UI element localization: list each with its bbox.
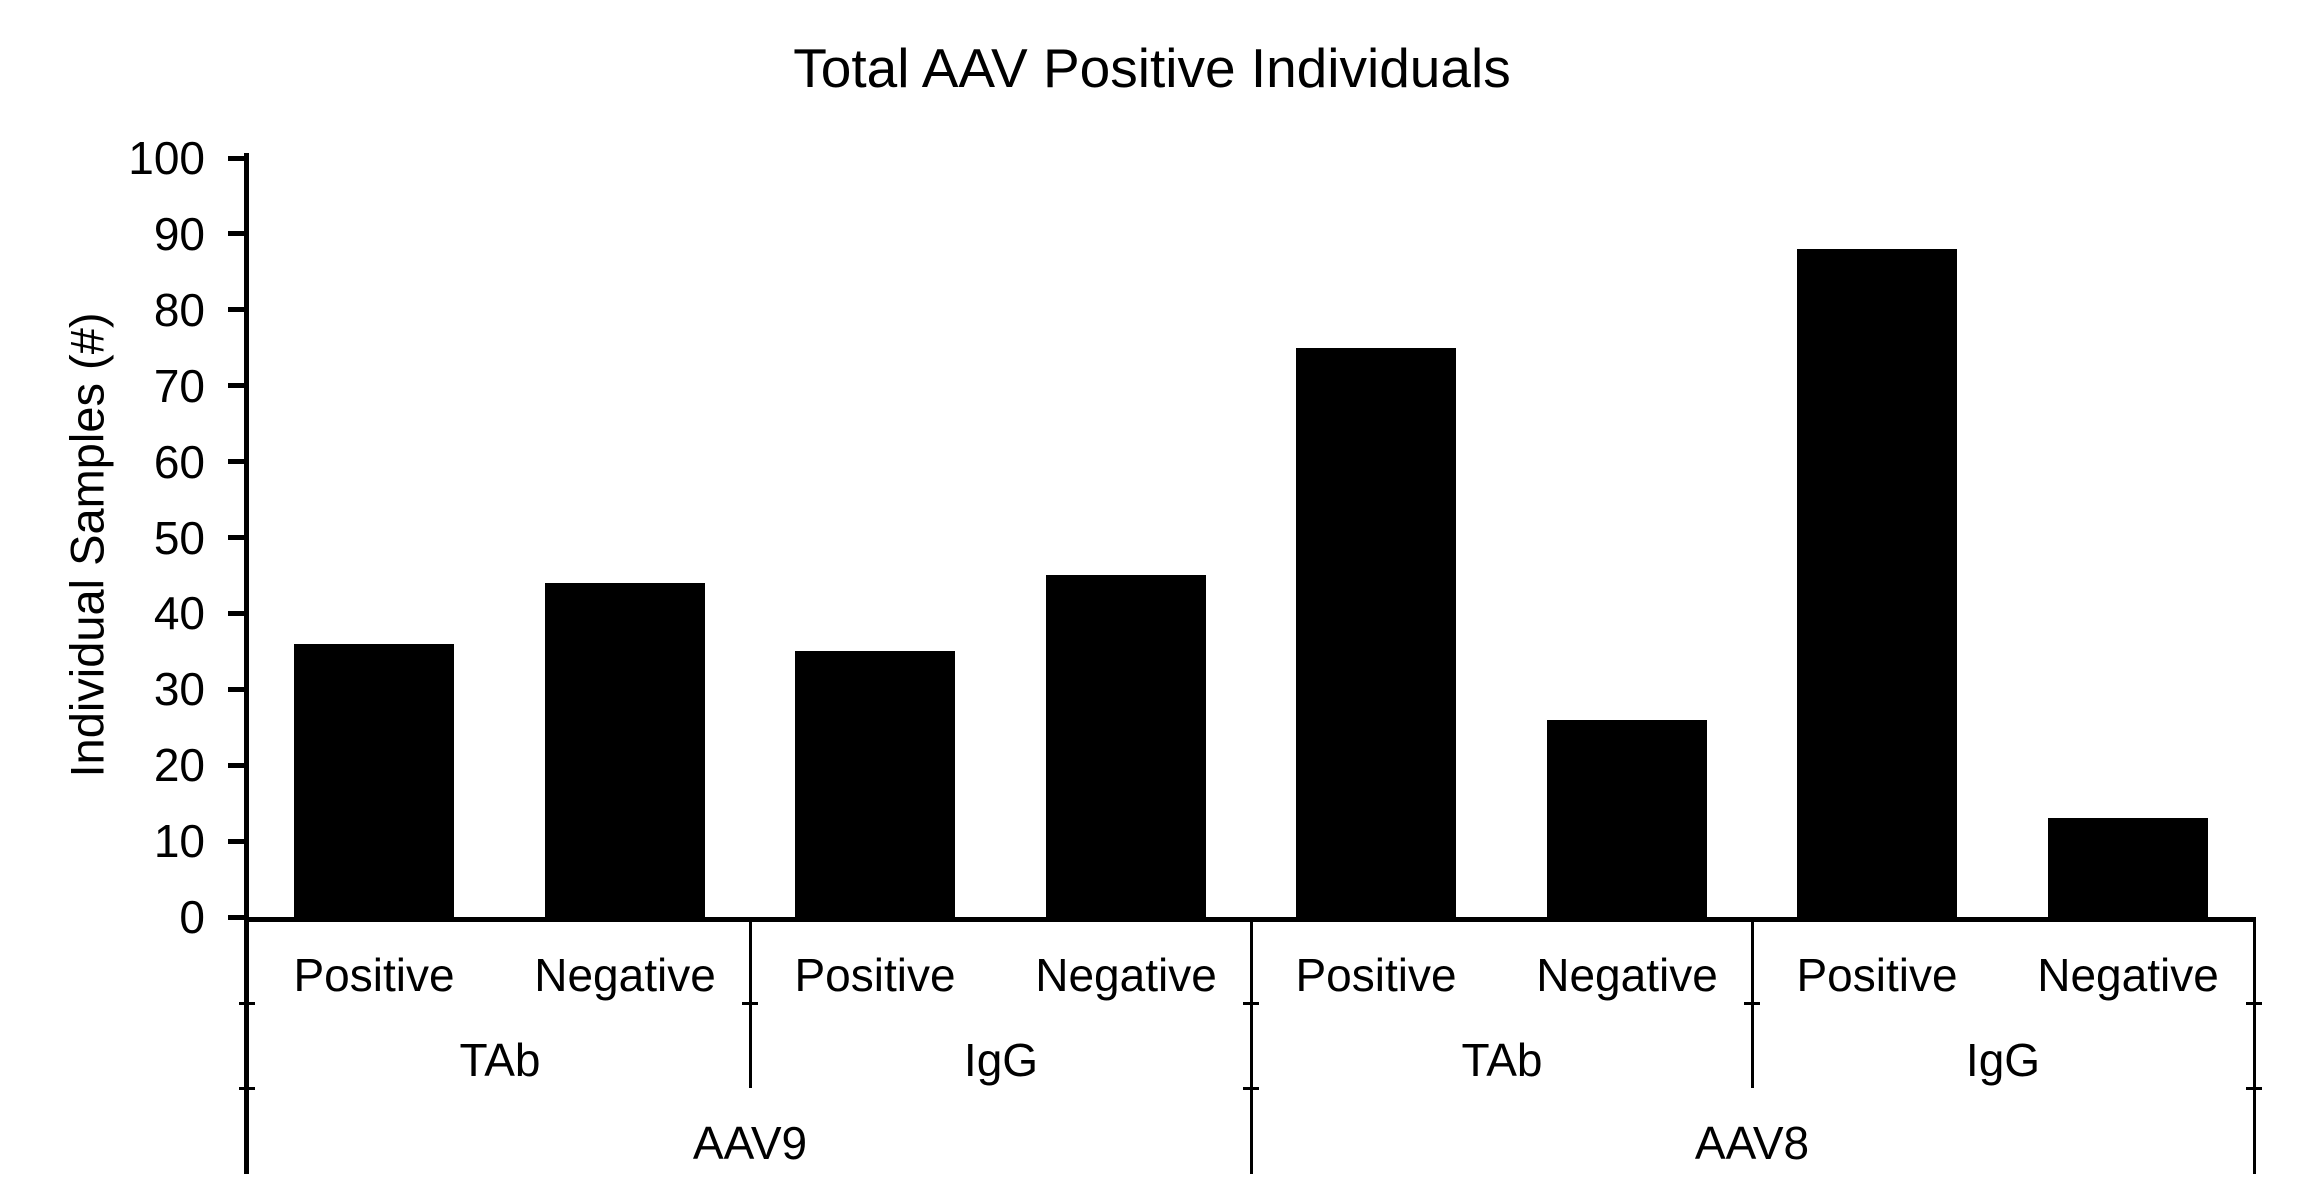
bar-aav8-tab-negative — [1547, 720, 1707, 917]
x-subgroup-label: TAb — [459, 1034, 541, 1086]
y-tick-label: 10 — [153, 815, 205, 867]
x-group-label: AAV9 — [692, 1117, 808, 1169]
category-row-tick — [1243, 1002, 1259, 1005]
x-category-label: Positive — [1295, 949, 1457, 1001]
bar-aav9-igg-negative — [1046, 575, 1206, 917]
y-tick-label: 0 — [179, 891, 205, 943]
bar-aav8-tab-positive — [1296, 348, 1456, 917]
x-category-label: Negative — [1035, 949, 1217, 1001]
x-category-label: Negative — [2037, 949, 2219, 1001]
chart-title: Total AAV Positive Individuals — [793, 37, 1511, 99]
bar-aav9-tab-negative — [545, 583, 705, 917]
y-tick — [228, 611, 244, 616]
y-tick-label: 90 — [153, 208, 205, 260]
y-tick — [228, 763, 244, 768]
category-row-tick — [1243, 1087, 1259, 1090]
x-subgroup-label: TAb — [1461, 1034, 1543, 1086]
y-tick — [228, 307, 244, 312]
category-row-tick — [742, 1002, 758, 1005]
category-separator-full — [1250, 917, 1253, 1174]
bar-aav8-igg-positive — [1797, 249, 1957, 917]
x-group-label: AAV8 — [1694, 1117, 1810, 1169]
category-row-tick — [239, 1087, 255, 1090]
x-subgroup-label: IgG — [963, 1034, 1039, 1086]
x-category-label: Positive — [794, 949, 956, 1001]
y-tick-label: 60 — [153, 436, 205, 488]
y-tick-label: 20 — [153, 739, 205, 791]
y-tick-label: 50 — [153, 512, 205, 564]
y-tick-label: 70 — [153, 360, 205, 412]
y-tick — [228, 535, 244, 540]
x-category-label: Positive — [293, 949, 455, 1001]
y-tick-label: 40 — [153, 587, 205, 639]
category-row-tick — [239, 1002, 255, 1005]
y-axis-line — [244, 153, 249, 1174]
bar-aav9-tab-positive — [294, 644, 454, 917]
x-category-label: Negative — [1536, 949, 1718, 1001]
x-subgroup-label: IgG — [1965, 1034, 2041, 1086]
y-tick — [228, 383, 244, 388]
y-tick — [228, 459, 244, 464]
category-separator-full — [2253, 917, 2256, 1174]
y-tick — [228, 156, 244, 161]
bar-aav9-igg-positive — [795, 651, 955, 917]
y-tick-label: 30 — [153, 663, 205, 715]
y-tick — [228, 687, 244, 692]
bar-aav8-igg-negative — [2048, 818, 2208, 917]
category-row-tick — [1744, 1002, 1760, 1005]
y-tick — [228, 915, 244, 920]
y-tick-label: 100 — [128, 132, 205, 184]
category-row-tick — [2246, 1087, 2262, 1090]
category-row-tick — [2246, 1002, 2262, 1005]
x-category-label: Negative — [534, 949, 716, 1001]
y-tick — [228, 839, 244, 844]
y-tick — [228, 231, 244, 236]
x-category-label: Positive — [1796, 949, 1958, 1001]
y-tick-label: 80 — [153, 284, 205, 336]
